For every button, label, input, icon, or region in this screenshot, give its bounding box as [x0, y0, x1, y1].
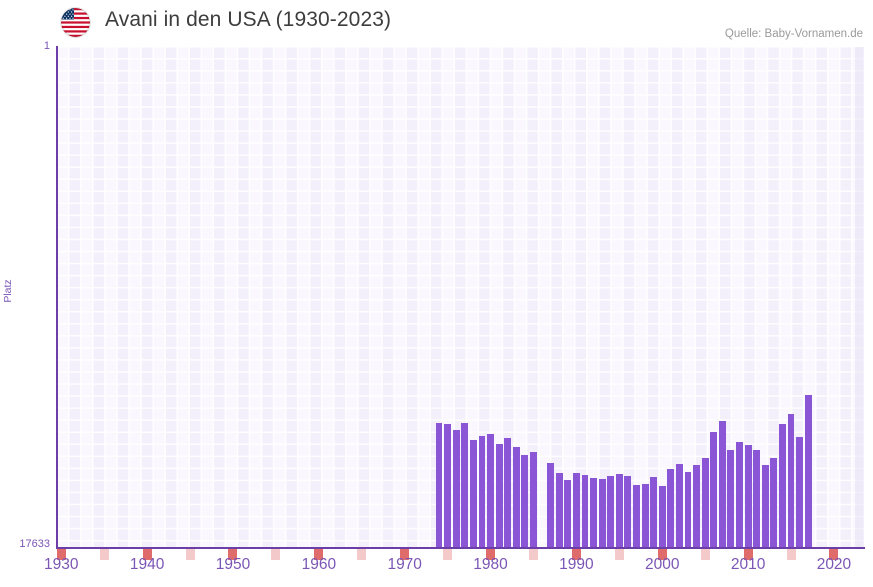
x-axis-tick-mark-2000 [657, 549, 667, 560]
bar-2016[interactable] [796, 437, 804, 548]
chart-header: Avani in den USA (1930-2023) Quelle: Bab… [0, 0, 873, 44]
bar-2010[interactable] [744, 444, 752, 548]
x-axis-tick-mark-1980 [486, 549, 496, 560]
bar-1992[interactable] [590, 477, 597, 548]
bar-2011[interactable] [753, 450, 761, 548]
bar-2001[interactable] [667, 468, 675, 548]
bar-1979[interactable] [478, 436, 486, 548]
x-axis-minor-tick-mark-1935 [99, 549, 109, 560]
bar-2004[interactable] [693, 464, 701, 548]
bar-2013[interactable] [770, 457, 778, 548]
no-data-shaded-band [855, 47, 864, 548]
bar-1974[interactable] [435, 423, 443, 548]
x-axis-tick-label-1940: 1940 [129, 556, 165, 573]
x-axis-tick-label-2000: 2000 [645, 556, 680, 573]
source-attribution: Quelle: Baby-Vornamen.de [724, 28, 863, 40]
bar-1988[interactable] [555, 473, 563, 548]
bar-2015[interactable] [787, 413, 795, 548]
bar-2008[interactable] [727, 449, 735, 548]
x-axis-minor-tick-mark-1945 [185, 549, 195, 560]
x-axis-tick-label-1970: 1970 [387, 556, 422, 573]
bar-1998[interactable] [641, 483, 649, 548]
bar-1999[interactable] [650, 477, 658, 548]
x-axis-tick-mark-2010 [743, 549, 753, 560]
x-axis-tick-label-1960: 1960 [301, 556, 337, 573]
bar-2014[interactable] [779, 423, 786, 548]
x-axis-tick-mark-1940 [142, 549, 152, 560]
bar-2012[interactable] [761, 464, 769, 548]
y-axis-line [56, 46, 58, 549]
x-axis-tick-mark-1950 [228, 549, 238, 560]
bar-2007[interactable] [718, 421, 726, 548]
y-axis-label: Platz [2, 279, 14, 303]
bar-2009[interactable] [736, 442, 743, 548]
bar-2006[interactable] [710, 431, 718, 548]
x-axis-minor-tick-mark-1955 [271, 549, 281, 560]
x-axis-tick-label-2020: 2020 [816, 556, 852, 573]
x-axis-tick-mark-2020 [829, 549, 839, 560]
x-axis-tick-label-1950: 1950 [215, 556, 251, 573]
y-axis-tick-top: 1 [43, 40, 50, 52]
bar-2017[interactable] [804, 395, 812, 548]
page-title: Avani in den USA (1930-2023) [105, 8, 392, 31]
bar-2002[interactable] [675, 464, 683, 548]
x-axis-tick-label-2010: 2010 [730, 556, 766, 573]
bar-1987[interactable] [547, 463, 555, 548]
bar-1994[interactable] [607, 475, 615, 548]
x-axis-line [56, 547, 865, 549]
x-axis-tick-mark-1970 [400, 549, 410, 560]
bar-1985[interactable] [530, 452, 537, 548]
x-axis-tick-mark-1990 [571, 549, 581, 560]
x-axis-tick-label-1980: 1980 [473, 556, 508, 573]
x-axis-minor-tick-mark-2005 [700, 549, 710, 560]
bar-1984[interactable] [521, 455, 529, 548]
bar-1981[interactable] [495, 444, 503, 548]
x-axis-minor-tick-mark-1995 [614, 549, 624, 560]
bar-1993[interactable] [598, 479, 606, 548]
y-axis-tick-bottom: 17633 [19, 538, 50, 550]
bar-2000[interactable] [658, 485, 666, 548]
bar-1989[interactable] [564, 479, 572, 548]
bar-1982[interactable] [504, 437, 512, 548]
bar-2005[interactable] [701, 458, 709, 548]
x-axis-minor-tick-mark-1975 [443, 549, 453, 560]
bar-1990[interactable] [572, 473, 580, 548]
bar-1996[interactable] [624, 476, 632, 548]
plot-area [57, 47, 864, 548]
x-axis-minor-tick-mark-1965 [357, 549, 367, 560]
x-axis-minor-tick-mark-1985 [528, 549, 538, 560]
bar-1983[interactable] [512, 446, 520, 548]
bar-1977[interactable] [461, 422, 469, 548]
x-axis-tick-label-1930: 1930 [44, 556, 79, 573]
bar-1980[interactable] [487, 433, 494, 548]
x-axis-tick-mark-1930 [56, 549, 66, 560]
bar-1997[interactable] [633, 485, 640, 548]
bar-series [57, 47, 864, 548]
x-axis-tick-mark-1960 [314, 549, 324, 560]
bar-1991[interactable] [581, 474, 589, 548]
bar-1995[interactable] [615, 474, 623, 548]
bar-2003[interactable] [684, 471, 692, 548]
bar-1976[interactable] [452, 429, 460, 548]
bar-1978[interactable] [469, 440, 477, 548]
x-axis-tick-label-1990: 1990 [559, 556, 594, 573]
bar-1975[interactable] [444, 424, 452, 548]
x-axis-minor-tick-mark-2015 [786, 549, 796, 560]
us-flag-icon [61, 8, 90, 37]
